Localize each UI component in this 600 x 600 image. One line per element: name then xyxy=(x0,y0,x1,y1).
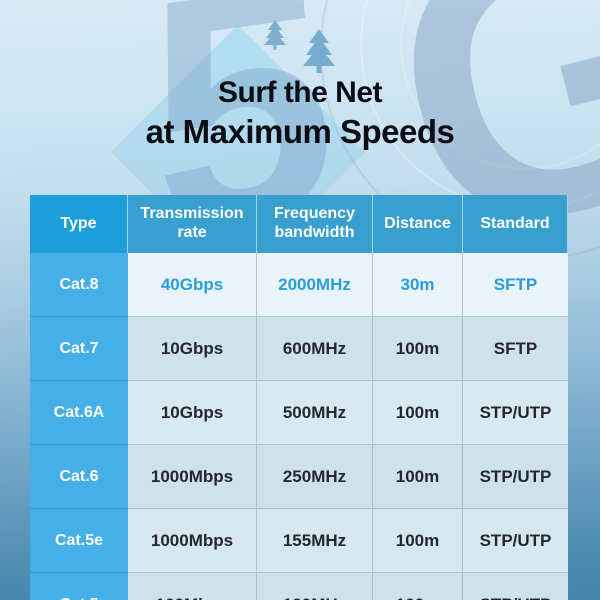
cell-transmission-rate: 1000Mbps xyxy=(128,445,257,509)
cell-frequency-bandwidth: 100MHz xyxy=(257,573,373,600)
cell-standard: STP/UTP xyxy=(463,381,568,445)
title-line-2: at Maximum Speeds xyxy=(145,112,455,150)
cell-standard: STP/UTP xyxy=(463,509,568,573)
cell-frequency-bandwidth: 500MHz xyxy=(257,381,373,445)
cell-frequency-bandwidth: 250MHz xyxy=(257,445,373,509)
cell-transmission-rate: 10Gbps xyxy=(128,381,257,445)
row-type-cat5: Cat.5 xyxy=(30,573,128,600)
cell-transmission-rate: 1000Mbps xyxy=(128,509,257,573)
cell-standard: STP/UTP xyxy=(463,573,568,600)
page-title: Surf the Net at Maximum Speeds xyxy=(0,74,600,151)
column-header-frequency-bandwidth: Frequency bandwidth xyxy=(257,195,373,253)
cable-spec-table: Type Transmission rate Frequency bandwid… xyxy=(30,195,568,600)
pine-tree-icon xyxy=(263,20,287,50)
cell-distance: 100m xyxy=(373,573,463,600)
column-header-distance: Distance xyxy=(373,195,463,253)
cell-transmission-rate: 100Mbps xyxy=(128,573,257,600)
column-header-standard: Standard xyxy=(463,195,568,253)
cell-distance: 100m xyxy=(373,509,463,573)
cell-distance: 30m xyxy=(373,253,463,317)
cell-standard: SFTP xyxy=(463,317,568,381)
row-type-cat6a: Cat.6A xyxy=(30,381,128,445)
cell-frequency-bandwidth: 600MHz xyxy=(257,317,373,381)
row-type-cat7: Cat.7 xyxy=(30,317,128,381)
cell-transmission-rate: 40Gbps xyxy=(128,253,257,317)
cell-transmission-rate: 10Gbps xyxy=(128,317,257,381)
cell-distance: 100m xyxy=(373,445,463,509)
column-header-transmission-rate: Transmission rate xyxy=(128,195,257,253)
cell-standard: SFTP xyxy=(463,253,568,317)
row-type-cat6: Cat.6 xyxy=(30,445,128,509)
cell-frequency-bandwidth: 155MHz xyxy=(257,509,373,573)
row-type-cat8: Cat.8 xyxy=(30,253,128,317)
row-type-cat5e: Cat.5e xyxy=(30,509,128,573)
pine-tree-icon xyxy=(301,29,337,73)
title-line-1: Surf the Net xyxy=(217,76,383,109)
cell-standard: STP/UTP xyxy=(463,445,568,509)
cell-frequency-bandwidth: 2000MHz xyxy=(257,253,373,317)
cell-distance: 100m xyxy=(373,317,463,381)
column-header-type: Type xyxy=(30,195,128,253)
cell-distance: 100m xyxy=(373,381,463,445)
